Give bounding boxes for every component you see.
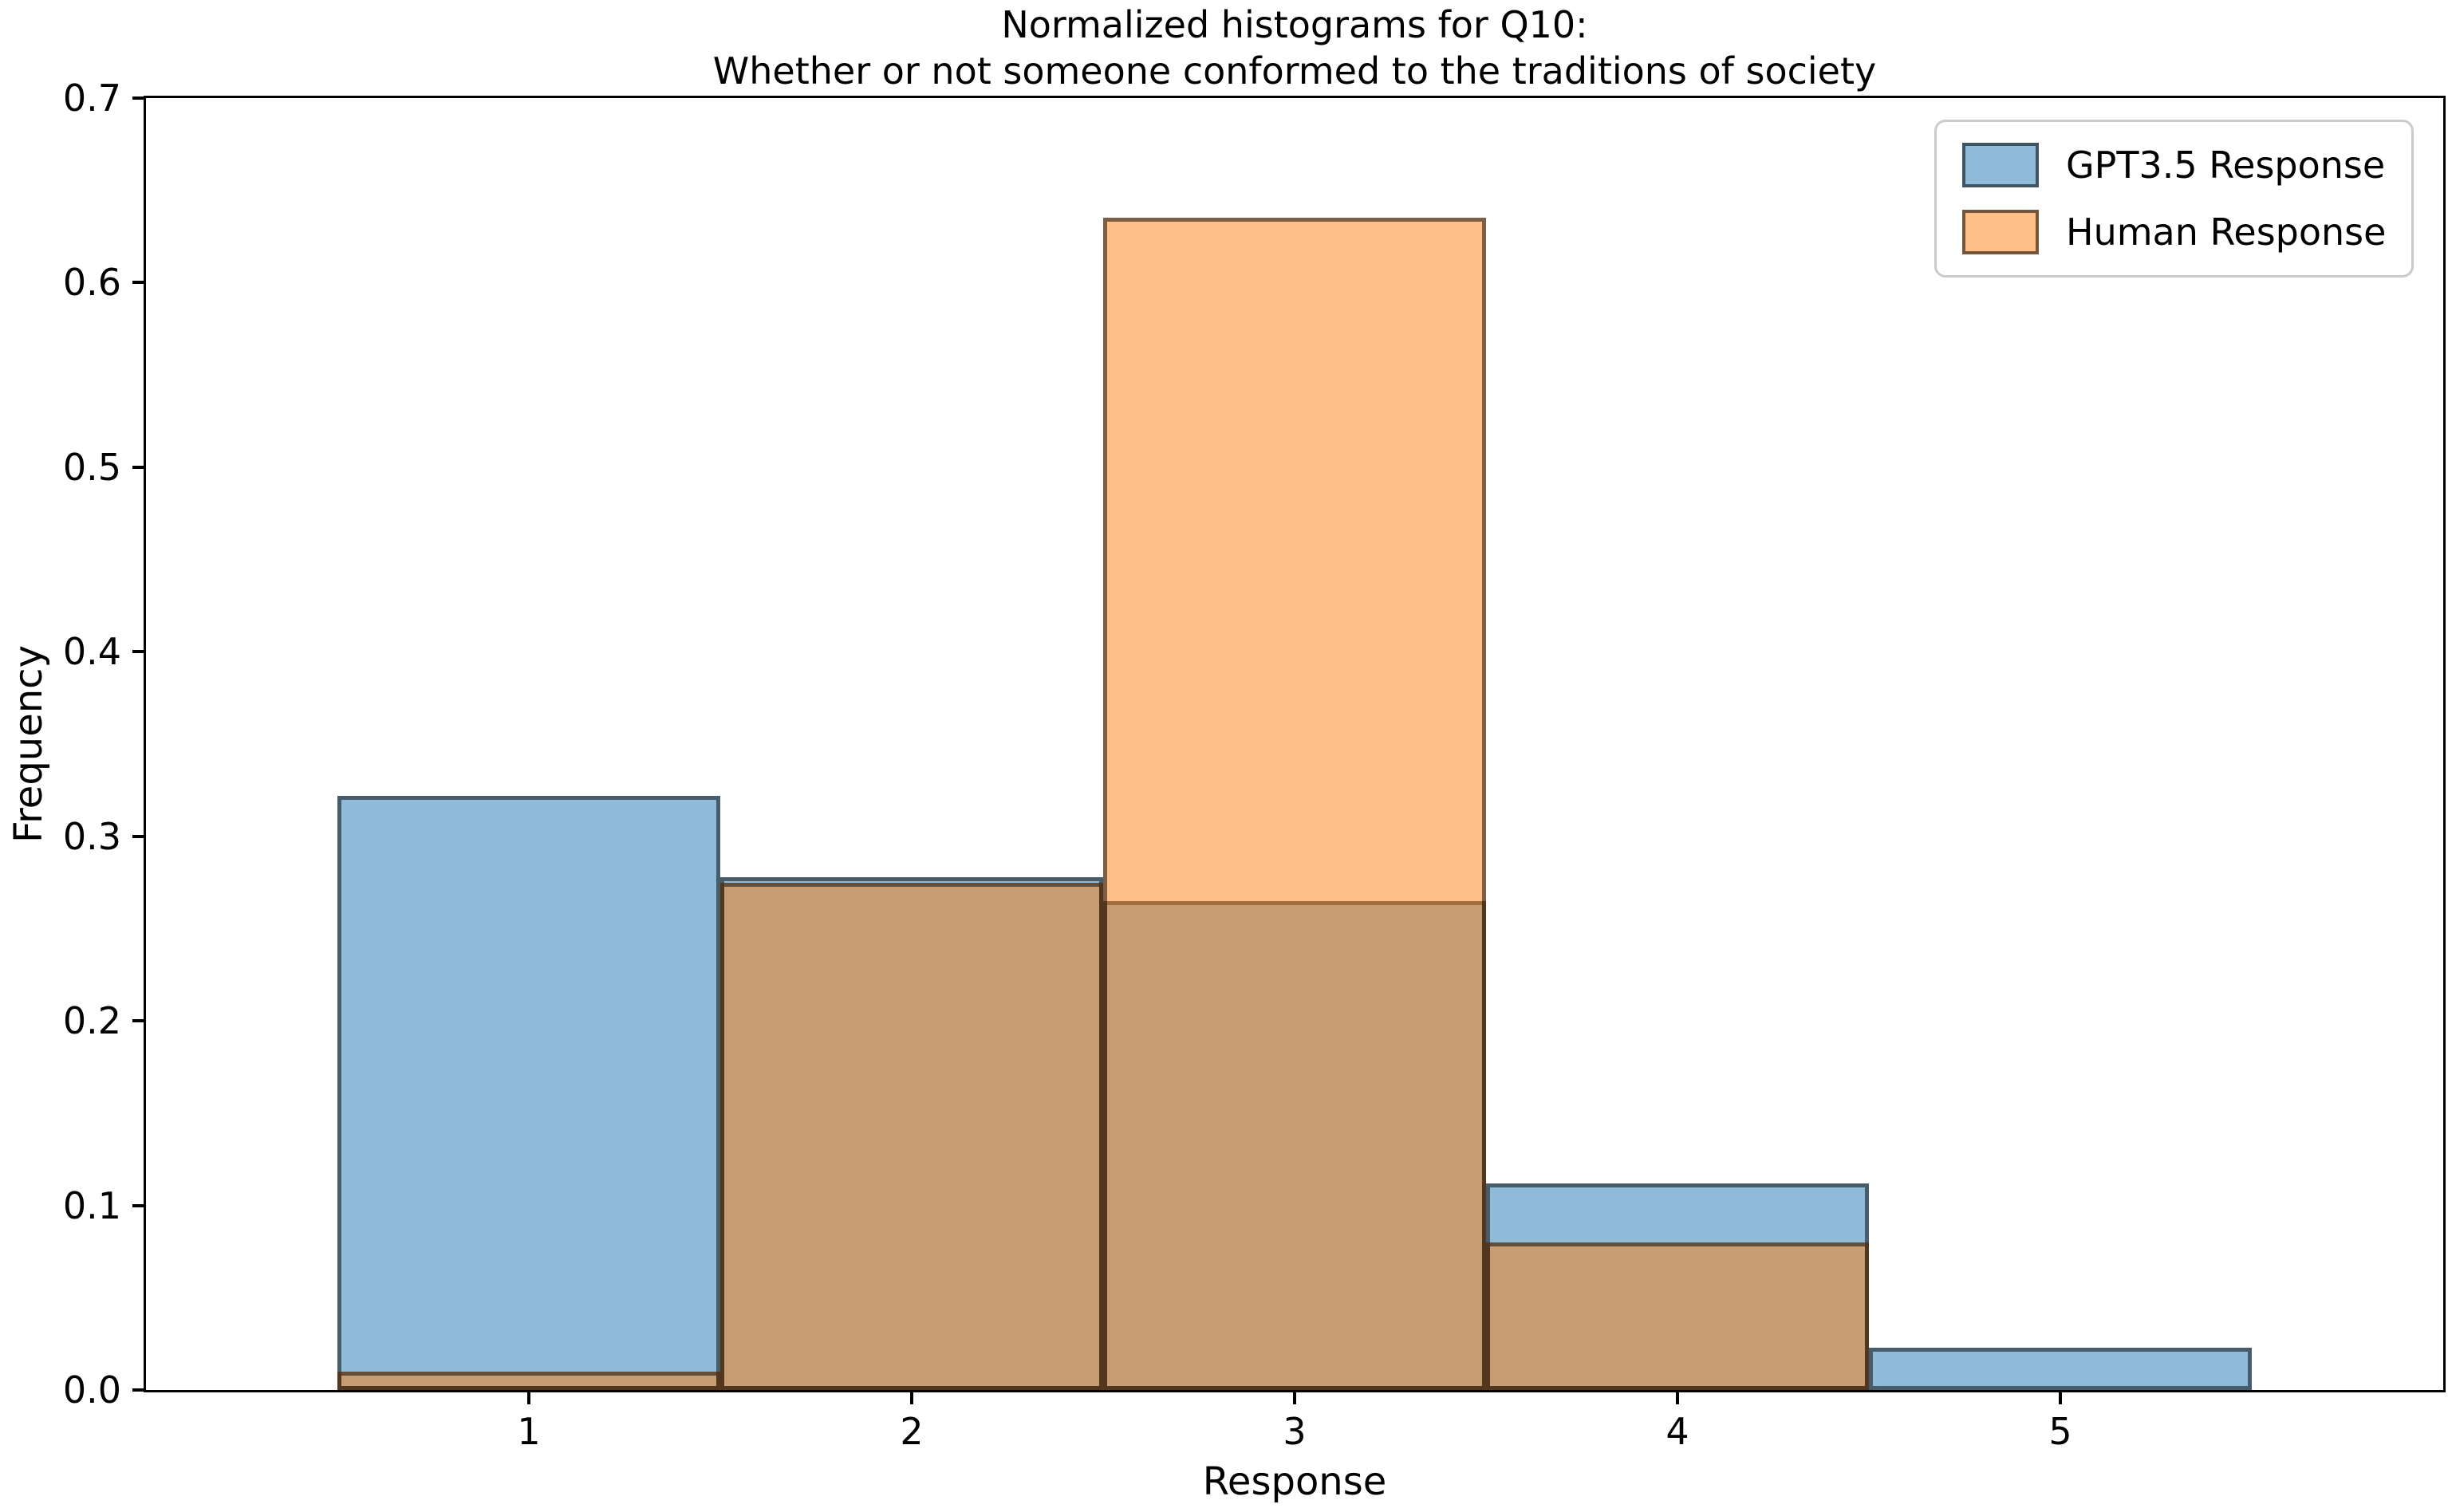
bar-human-x3 [1103,218,1486,1390]
legend-swatch-gpt35-icon [1962,143,2039,187]
y-tick-label-0.2: 0.2 [62,999,121,1043]
y-tick-0.1 [132,1203,145,1207]
bar-human-x2 [720,882,1103,1390]
y-tick-label-0.3: 0.3 [62,814,121,858]
x-tick-1 [527,1392,530,1404]
y-tick-0.4 [132,650,145,654]
chart-title: Normalized histograms for Q10: Whether o… [146,2,2443,94]
y-tick-0.5 [132,465,145,469]
x-tick-label-2: 2 [900,1410,924,1453]
y-tick-0.6 [132,281,145,285]
bar-gpt35-x1 [337,795,720,1390]
x-tick-3 [1293,1392,1296,1404]
legend-item-human: Human Response [1962,210,2386,254]
x-tick-label-4: 4 [1666,1410,1689,1453]
legend-swatch-human-icon [1962,210,2039,254]
chart-title-line-1: Normalized histograms for Q10: [1001,3,1588,46]
legend-label-human: Human Response [2066,211,2387,254]
y-axis-label: Frequency [6,645,51,843]
y-tick-label-0.7: 0.7 [62,77,121,120]
x-tick-4 [1676,1392,1679,1404]
x-tick-label-1: 1 [517,1410,541,1453]
x-tick-2 [910,1392,913,1404]
x-axis-label: Response [1202,1459,1387,1504]
y-tick-label-0.6: 0.6 [62,261,121,305]
y-tick-0.3 [132,834,145,838]
chart-title-line-2: Whether or not someone conformed to the … [712,49,1877,93]
x-tick-5 [2059,1392,2062,1404]
legend-label-gpt35: GPT3.5 Response [2066,144,2386,187]
bar-human-x4 [1486,1242,1869,1390]
legend: GPT3.5 Response Human Response [1934,120,2414,278]
y-tick-label-0.4: 0.4 [62,630,121,674]
y-tick-label-0.1: 0.1 [62,1183,121,1227]
bar-human-x1 [337,1371,720,1390]
bar-gpt35-x5 [1869,1347,2252,1390]
y-tick-0.2 [132,1019,145,1023]
x-tick-label-5: 5 [2048,1410,2072,1453]
y-tick-label-0.0: 0.0 [62,1368,121,1412]
y-tick-0.0 [132,1388,145,1392]
legend-item-gpt35: GPT3.5 Response [1962,143,2386,187]
y-tick-0.7 [132,96,145,100]
x-tick-label-3: 3 [1283,1410,1307,1453]
y-tick-label-0.5: 0.5 [62,445,121,489]
